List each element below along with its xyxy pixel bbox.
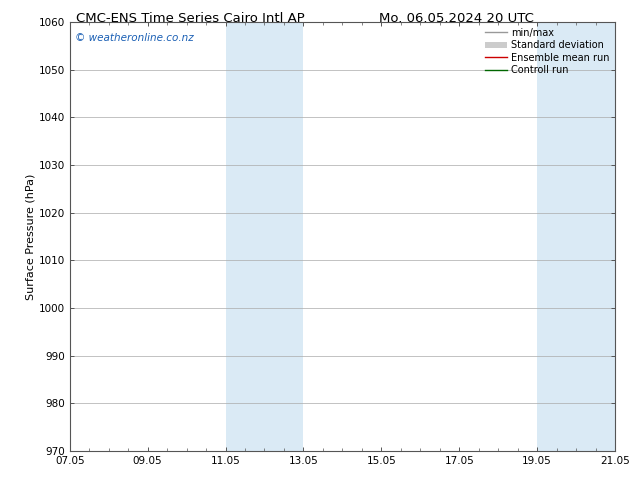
Bar	[537, 22, 615, 451]
Text: CMC-ENS Time Series Cairo Intl AP: CMC-ENS Time Series Cairo Intl AP	[76, 12, 304, 25]
Bar	[226, 22, 304, 451]
Legend: min/max, Standard deviation, Ensemble mean run, Controll run: min/max, Standard deviation, Ensemble me…	[481, 24, 613, 79]
Text: Mo. 06.05.2024 20 UTC: Mo. 06.05.2024 20 UTC	[379, 12, 534, 25]
Text: © weatheronline.co.nz: © weatheronline.co.nz	[75, 33, 194, 43]
Y-axis label: Surface Pressure (hPa): Surface Pressure (hPa)	[26, 173, 36, 299]
